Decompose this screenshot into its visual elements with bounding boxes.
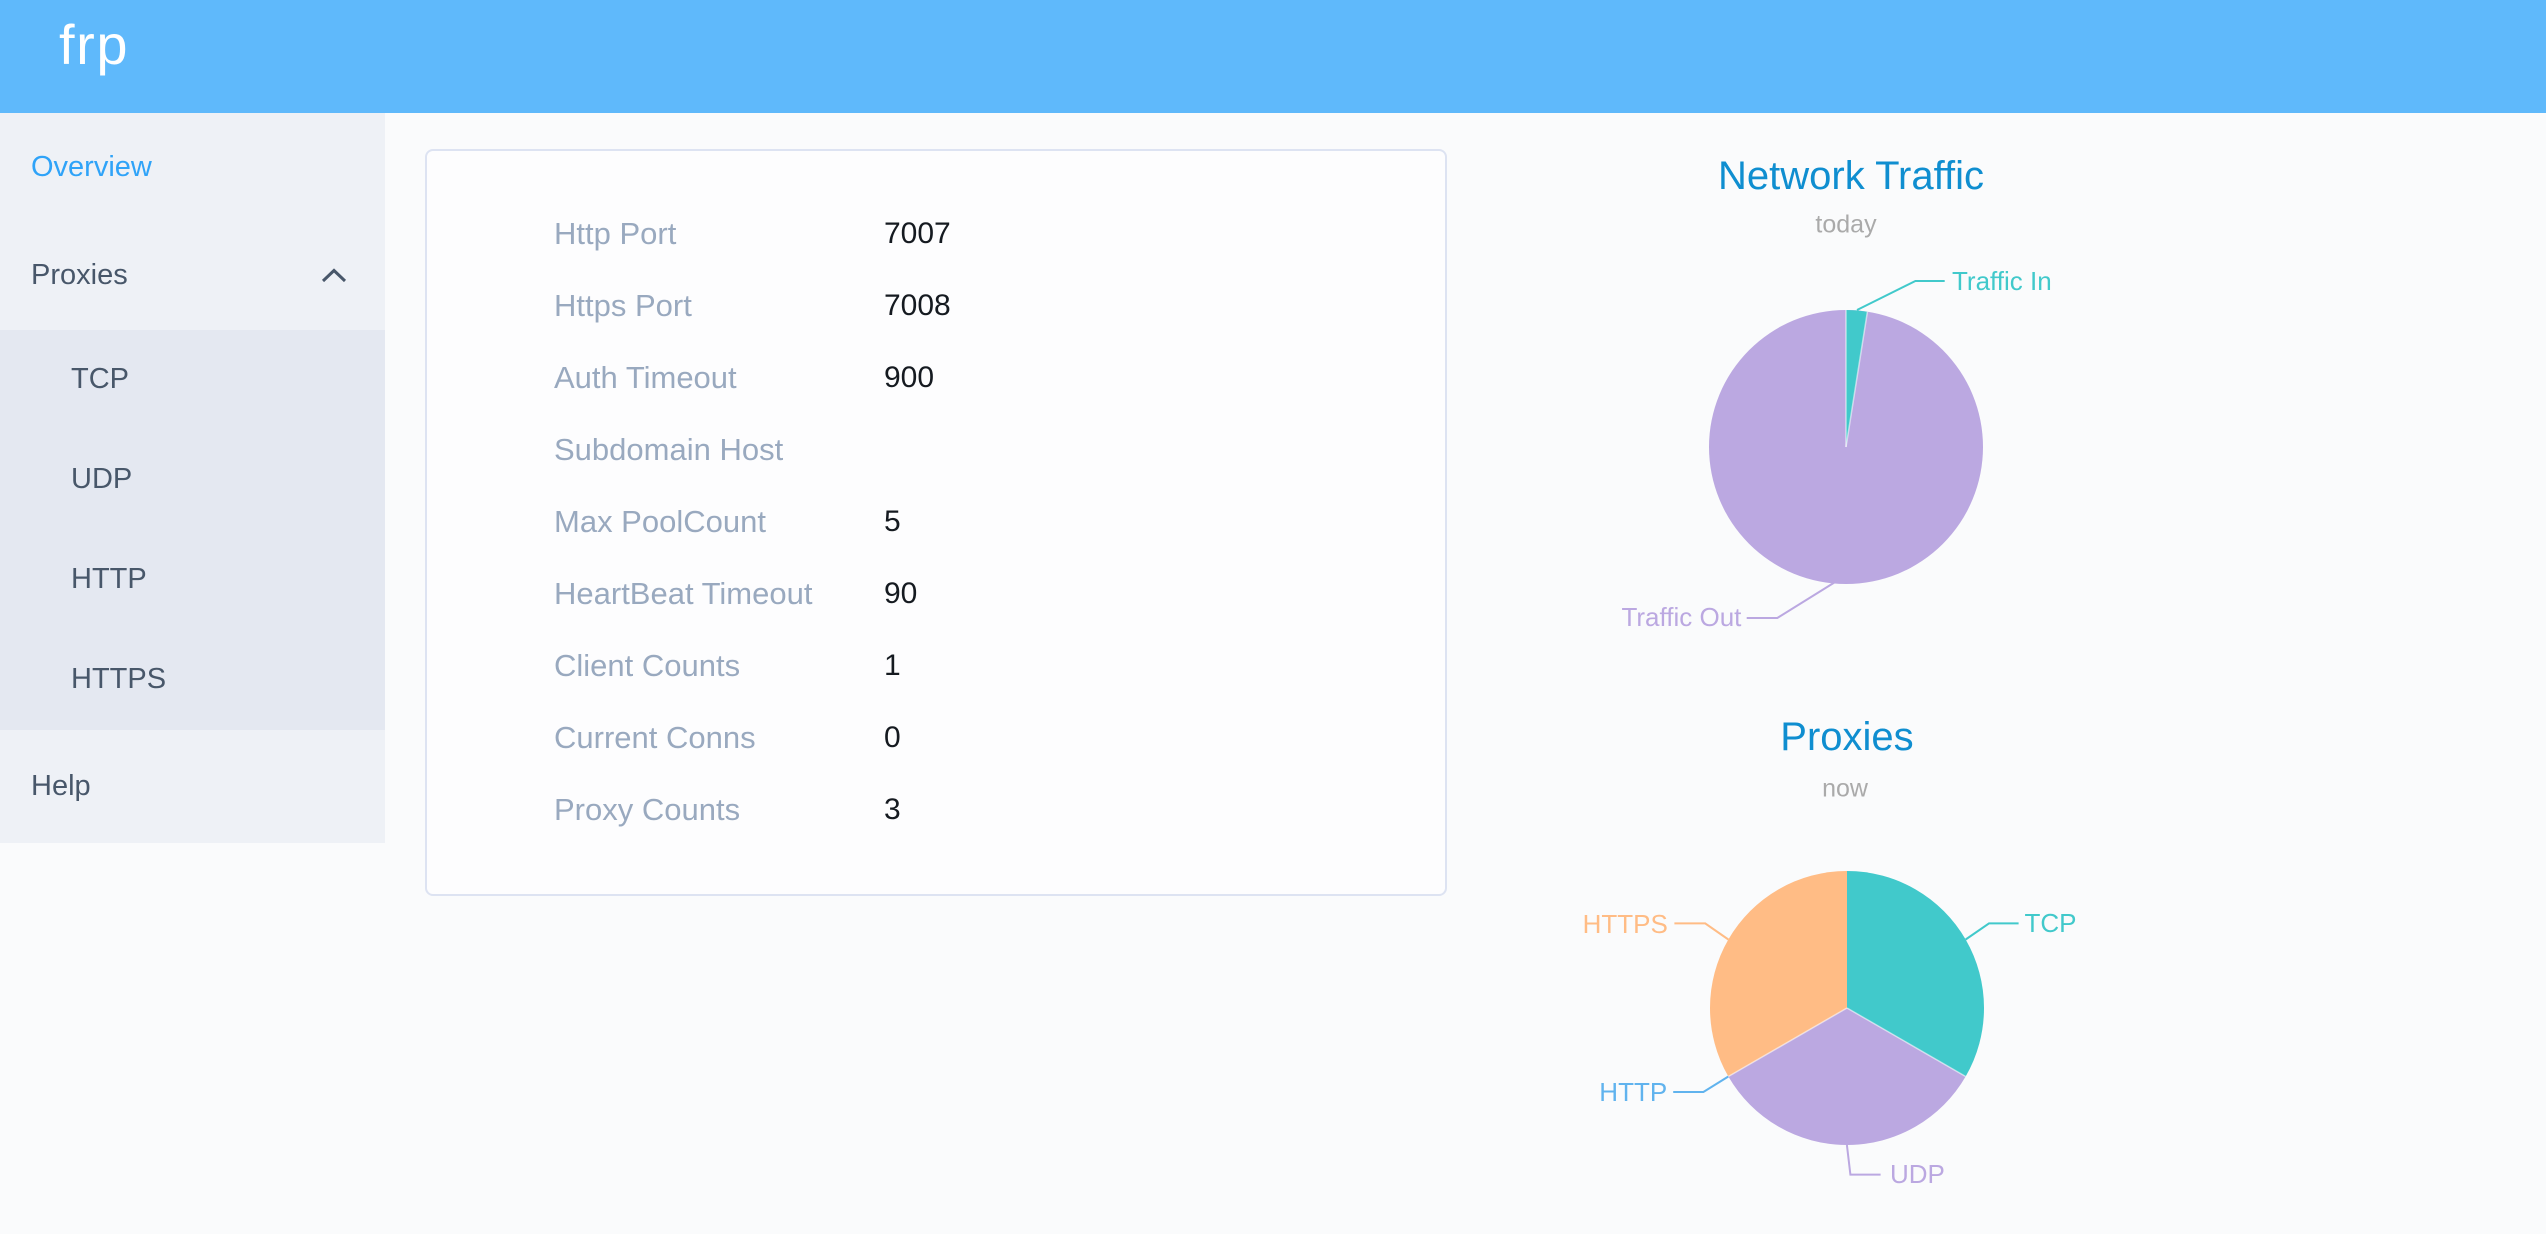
- svg-text:TCP: TCP: [2025, 908, 2077, 938]
- svg-text:UDP: UDP: [1890, 1159, 1945, 1189]
- svg-text:Traffic Out: Traffic Out: [1621, 602, 1742, 632]
- svg-text:Proxies: Proxies: [1780, 715, 1913, 759]
- svg-text:Traffic In: Traffic In: [1952, 266, 2052, 296]
- svg-text:HTTPS: HTTPS: [1583, 909, 1668, 939]
- svg-text:now: now: [1822, 775, 1869, 803]
- svg-text:HTTP: HTTP: [1599, 1077, 1667, 1107]
- svg-text:today: today: [1815, 211, 1877, 239]
- svg-text:Network Traffic: Network Traffic: [1718, 154, 1984, 198]
